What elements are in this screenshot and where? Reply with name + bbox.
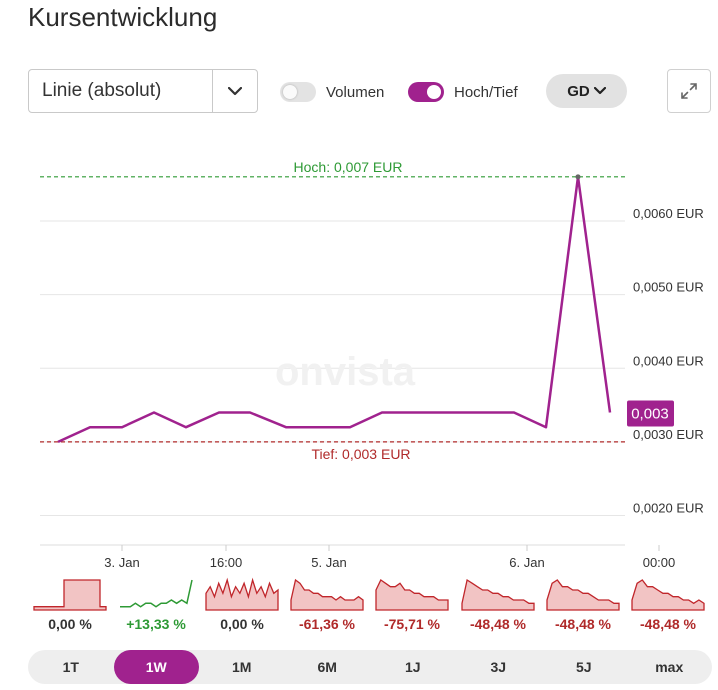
sparkline-area [290,578,364,611]
price-line [57,175,612,444]
x-tick-label: 5. Jan [311,555,346,570]
mini-chart-change: 0,00 % [48,616,92,632]
sparkline-area [375,579,449,611]
sparkline-area [461,578,535,611]
sparkline-area [33,579,107,611]
sparkline-area [205,577,279,611]
sparkline [546,579,620,611]
y-tick-label: 0,0020 EUR [633,501,704,516]
chevron-down-icon[interactable] [212,70,257,112]
sparkline-area [631,579,705,611]
sparkline [375,579,449,611]
period-1t[interactable]: 1T [62,659,79,675]
high-label: Hoch: 0,007 EUR [294,159,403,175]
sparkline-line [120,579,193,608]
mini-chart-change: -48,48 % [469,616,527,632]
mini-chart[interactable]: -48,48 % [545,576,621,636]
mini-chart-change: -75,71 % [383,616,441,632]
period-6m[interactable]: 6M [317,659,337,675]
x-tick-label: 3. Jan [104,555,139,570]
highlow-label: Hoch/Tief [454,83,518,101]
period-3j[interactable]: 3J [490,659,507,675]
volume-label: Volumen [326,83,385,101]
mini-chart[interactable]: -61,36 % [289,576,365,636]
low-label: Tief: 0,003 EUR [311,446,410,462]
sparkline [631,579,705,611]
highlow-switch[interactable] [408,82,444,102]
mini-chart[interactable]: 0,00 % [204,576,280,636]
mini-chart-change: -48,48 % [639,616,697,632]
sparkline [33,579,107,611]
volume-toggle[interactable]: Volumen [280,82,384,102]
sparkline [461,578,535,611]
exchange-label: GD [567,82,590,100]
price-chart[interactable]: 0,0060 EUR 0,0050 EUR 0,0040 EUR 0,0030 EUR… [0,130,718,570]
sparkline-area [546,579,620,611]
period-1w[interactable]: 1W [113,650,199,684]
expand-icon [681,83,697,99]
mini-chart-change: -61,36 % [298,616,356,632]
exchange-dropdown[interactable]: GD [546,74,627,108]
page-title: Kursentwicklung [28,2,218,32]
period-max[interactable]: max [655,659,684,675]
sparkline [205,577,279,611]
y-tick-label: 0,0060 EUR [633,206,704,221]
last-price-label: 0,003 [631,405,669,422]
period-1j[interactable]: 1J [404,659,421,675]
expand-button[interactable] [667,69,711,113]
mini-chart[interactable]: 0,00 % [32,576,108,636]
chart-type-select[interactable]: Linie (absolut) [28,69,258,113]
mini-chart-change: -48,48 % [554,616,612,632]
watermark: onvista [275,350,416,394]
y-tick-label: 0,0030 EUR [633,427,704,442]
x-tick-label: 6. Jan [509,555,544,570]
highlow-toggle[interactable]: Hoch/Tief [408,82,518,102]
period-1m[interactable]: 1M [232,659,252,675]
period-selector: 1T 1W 1M 6M 1J 3J 5J max [28,650,712,684]
last-price-tag: 0,003 [627,400,674,427]
y-tick-label: 0,0050 EUR [633,280,704,295]
x-tick-label: 16:00 [210,555,243,570]
mini-chart[interactable]: -48,48 % [630,576,706,636]
mini-chart-change: +13,33 % [126,616,186,632]
mini-chart[interactable]: -75,71 % [374,576,450,636]
sparkline [120,579,193,608]
y-tick-label: 0,0040 EUR [633,353,704,368]
mini-chart-change: 0,00 % [220,616,264,632]
x-tick-label: 00:00 [643,555,676,570]
sparkline [290,578,364,611]
volume-switch[interactable] [280,82,316,102]
period-5j[interactable]: 5J [575,659,592,675]
chart-type-value: Linie (absolut) [42,80,162,101]
mini-chart[interactable]: -48,48 % [460,576,536,636]
chevron-down-icon [593,87,606,95]
mini-chart[interactable]: +13,33 % [118,576,194,636]
high-point [575,174,581,180]
